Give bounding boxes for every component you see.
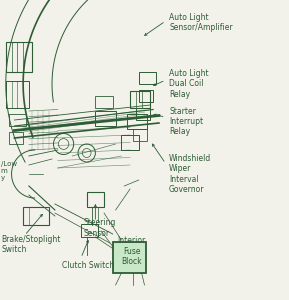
Text: Brake/Stoplight
Switch: Brake/Stoplight Switch — [1, 235, 61, 254]
Text: Windshield
Wiper
Interval
Governor: Windshield Wiper Interval Governor — [169, 154, 211, 194]
Bar — [95, 96, 113, 108]
Bar — [139, 72, 156, 84]
Bar — [121, 135, 139, 150]
Text: Auto Light
Dual Coil
Relay: Auto Light Dual Coil Relay — [169, 69, 209, 99]
Text: Interior
Fuse
Block: Interior Fuse Block — [118, 236, 146, 266]
Bar — [6, 81, 29, 108]
Bar — [6, 42, 32, 72]
Bar — [130, 92, 150, 108]
Bar — [95, 111, 116, 126]
Bar — [136, 108, 150, 120]
Text: Starter
Interrupt
Relay: Starter Interrupt Relay — [169, 106, 203, 136]
Bar — [81, 224, 98, 237]
Text: Clutch Switch: Clutch Switch — [62, 261, 114, 270]
Text: Steering
Sensor: Steering Sensor — [84, 218, 116, 238]
Bar — [113, 242, 146, 273]
Bar — [9, 132, 23, 144]
Text: Auto Light
Sensor/Amplifier: Auto Light Sensor/Amplifier — [169, 13, 233, 32]
Bar — [9, 114, 26, 126]
Text: /Low
m
y: /Low m y — [1, 161, 17, 181]
Bar — [139, 90, 153, 102]
Bar — [127, 114, 147, 129]
Bar — [23, 207, 49, 225]
Bar — [133, 129, 147, 141]
Bar — [87, 192, 104, 207]
